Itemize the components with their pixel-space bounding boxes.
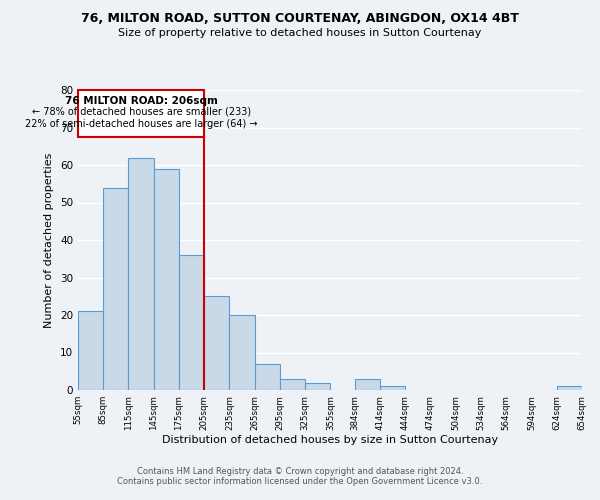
Text: ← 78% of detached houses are smaller (233): ← 78% of detached houses are smaller (23… [32, 107, 251, 117]
Y-axis label: Number of detached properties: Number of detached properties [44, 152, 55, 328]
Bar [305, 382, 331, 390]
Text: Size of property relative to detached houses in Sutton Courtenay: Size of property relative to detached ho… [118, 28, 482, 38]
Bar [254, 364, 280, 390]
Text: Contains HM Land Registry data © Crown copyright and database right 2024.: Contains HM Land Registry data © Crown c… [137, 467, 463, 476]
Bar [229, 315, 254, 390]
Bar [128, 158, 154, 390]
Bar [78, 90, 204, 137]
Bar [380, 386, 406, 390]
Bar [154, 169, 179, 390]
Bar [280, 379, 305, 390]
Bar [78, 311, 103, 390]
Bar [355, 379, 380, 390]
Bar [557, 386, 582, 390]
Bar [103, 188, 128, 390]
Text: Contains public sector information licensed under the Open Government Licence v3: Contains public sector information licen… [118, 477, 482, 486]
Text: 22% of semi-detached houses are larger (64) →: 22% of semi-detached houses are larger (… [25, 119, 257, 129]
Bar [204, 296, 229, 390]
Text: 76, MILTON ROAD, SUTTON COURTENAY, ABINGDON, OX14 4BT: 76, MILTON ROAD, SUTTON COURTENAY, ABING… [81, 12, 519, 26]
Text: 76 MILTON ROAD: 206sqm: 76 MILTON ROAD: 206sqm [65, 96, 218, 106]
Bar [179, 255, 204, 390]
X-axis label: Distribution of detached houses by size in Sutton Courtenay: Distribution of detached houses by size … [162, 436, 498, 446]
